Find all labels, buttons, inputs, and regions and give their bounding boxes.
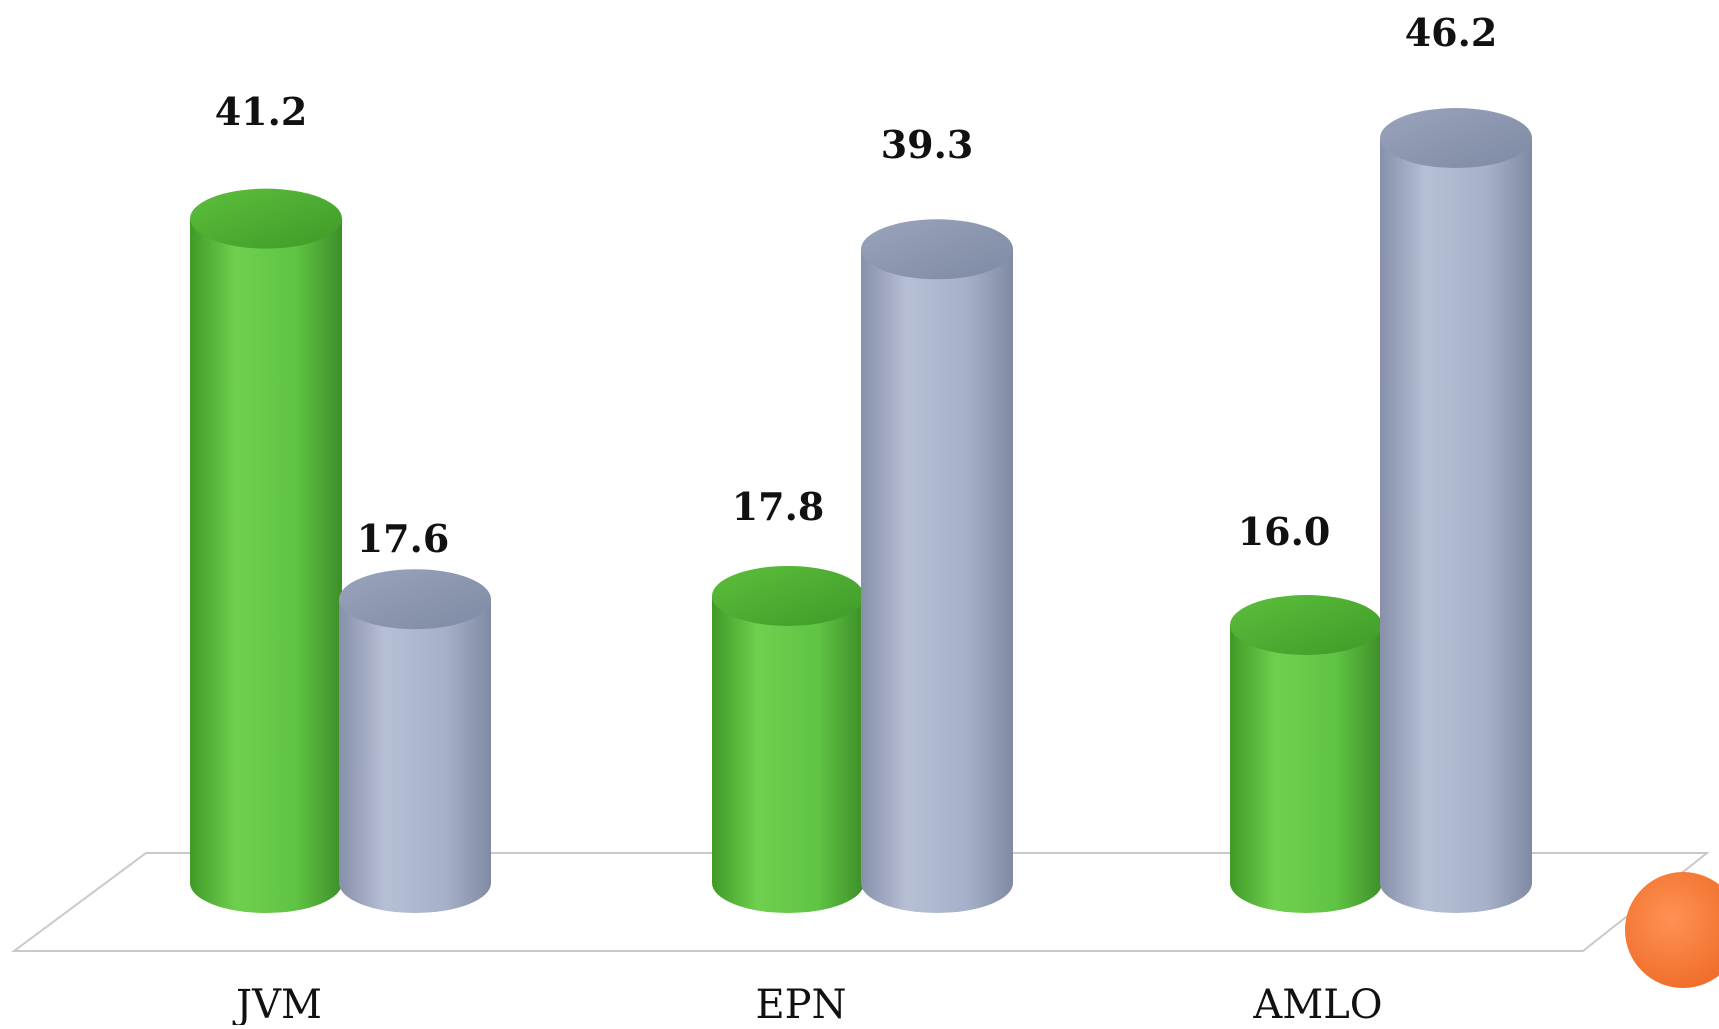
bar-body-jvm-series-1 [190,218,342,914]
x-tick-label-epn: EPN [755,982,846,1025]
bar-body-epn-series-2 [861,249,1013,913]
orange-circle-decoration [1625,872,1719,988]
bar-top-epn-series-1 [712,565,864,626]
bar-top-jvm-series-2 [339,569,491,630]
bar-top-amlo-series-2 [1380,108,1532,168]
data-label-epn-series-2: 39.3 [881,122,974,167]
data-label-epn-series-1: 17.8 [732,484,825,529]
bar-jvm-series-2 [339,569,491,913]
bar-epn-series-1 [712,565,864,913]
bar-amlo-series-1 [1230,594,1382,913]
floor-plane [10,852,1710,952]
bar-top-jvm-series-1 [190,188,342,249]
bar-body-amlo-series-1 [1230,624,1382,913]
data-label-amlo-series-1: 16.0 [1238,509,1331,554]
data-label-jvm-series-2: 17.6 [357,516,450,561]
bar-jvm-series-1 [190,188,342,914]
bars-layer [190,108,1532,914]
bar-top-epn-series-2 [861,219,1013,280]
bar-body-epn-series-1 [712,595,864,913]
bar-epn-series-2 [861,219,1013,913]
bar-top-amlo-series-1 [1230,594,1382,655]
data-label-jvm-series-1: 41.2 [215,89,308,134]
data-label-amlo-series-2: 46.2 [1405,10,1498,55]
x-tick-label-amlo: AMLO [1252,982,1382,1025]
x-tick-label-jvm: JVM [232,982,322,1025]
bar-body-jvm-series-2 [339,599,491,913]
bar-body-amlo-series-2 [1380,138,1532,913]
bar-amlo-series-2 [1380,108,1532,913]
